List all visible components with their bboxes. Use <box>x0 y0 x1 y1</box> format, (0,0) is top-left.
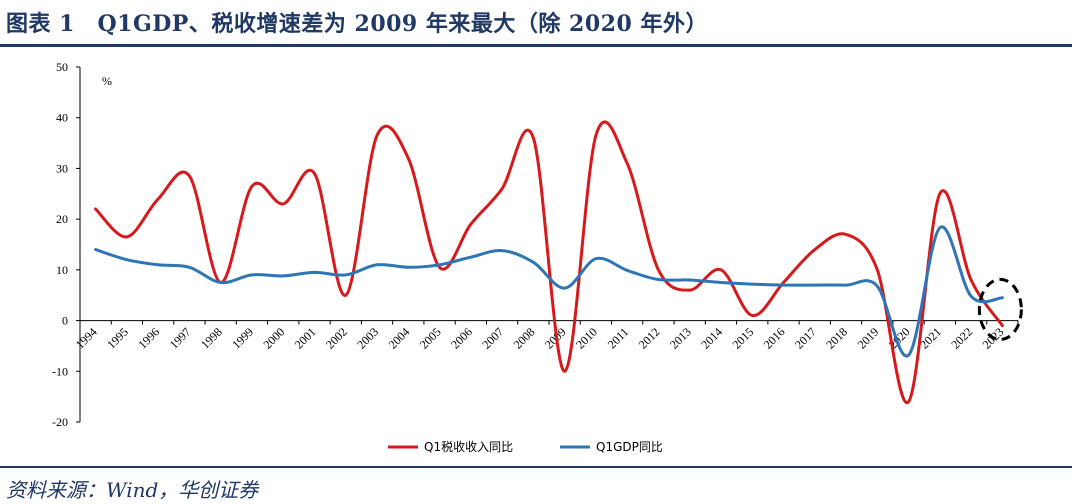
series-line-1 <box>94 120 1004 404</box>
x-tick-label: 2006 <box>448 325 475 352</box>
chart-annotations <box>977 277 1023 341</box>
y-tick-label: 50 <box>56 60 68 74</box>
y-tick-label: 20 <box>56 212 68 226</box>
x-tick-label: 1997 <box>167 325 194 352</box>
x-tick-label: 2003 <box>354 325 381 352</box>
highlight-ellipse <box>977 277 1023 341</box>
x-tick-label: 2022 <box>948 325 975 352</box>
x-tick-label: 1996 <box>135 325 162 352</box>
x-tick-label: 2010 <box>573 325 600 352</box>
chart-axes: -20 -10 0 10 20 30 40 50% 1994 1995 1996 1997 1998 19… <box>52 60 1019 429</box>
legend-label-2: Q1GDP同比 <box>596 440 663 454</box>
y-tick-label: 0 <box>62 314 68 328</box>
y-tick-label: 10 <box>56 263 68 277</box>
y-tick-label: 30 <box>56 161 68 175</box>
x-tick-label: 2012 <box>636 325 663 352</box>
x-tick-label: 2001 <box>292 325 319 352</box>
x-tick-label: 2004 <box>386 325 413 352</box>
x-tick-label: 2015 <box>729 325 756 352</box>
chart-series <box>94 120 1004 404</box>
x-tick-label: 2008 <box>511 325 538 352</box>
x-tick-label: 2019 <box>855 325 882 352</box>
line-chart: -20 -10 0 10 20 30 40 50% 1994 1995 1996 1997 1998 19… <box>52 60 1023 454</box>
y-tick-label: 40 <box>56 111 68 125</box>
x-tick-label: 1994 <box>73 325 100 352</box>
x-tick-label: 2017 <box>792 325 819 352</box>
x-tick-label: 1998 <box>198 325 225 352</box>
x-tick-label: 2002 <box>323 325 350 352</box>
x-tick-label: 2005 <box>417 325 444 352</box>
x-tick-label: 2000 <box>260 325 287 352</box>
x-tick-label: 1999 <box>229 325 256 352</box>
legend-label-1: Q1税收收入同比 <box>424 440 513 454</box>
x-tick-label: 2016 <box>761 325 788 352</box>
x-tick-label: 2014 <box>698 325 725 352</box>
x-tick-label: 2018 <box>823 325 850 352</box>
y-tick-label: -10 <box>52 364 68 378</box>
y-tick-label: -20 <box>52 415 68 429</box>
unit-label: % <box>102 74 112 88</box>
title-rule <box>0 44 1072 47</box>
x-tick-label: 2007 <box>479 325 506 352</box>
x-tick-label: 1995 <box>104 325 131 352</box>
x-tick-label: 2013 <box>667 325 694 352</box>
series-line-2 <box>94 225 1004 358</box>
source-note: 资料来源：Wind，华创证券 <box>6 478 259 502</box>
chart-legend: Q1税收收入同比 Q1GDP同比 <box>388 440 663 454</box>
x-tick-label: 2011 <box>605 325 632 352</box>
figure-title: 图表 1 Q1GDP、税收增速差为 2009 年来最大（除 2020 年外） <box>6 11 708 37</box>
source-rule <box>0 466 1072 468</box>
